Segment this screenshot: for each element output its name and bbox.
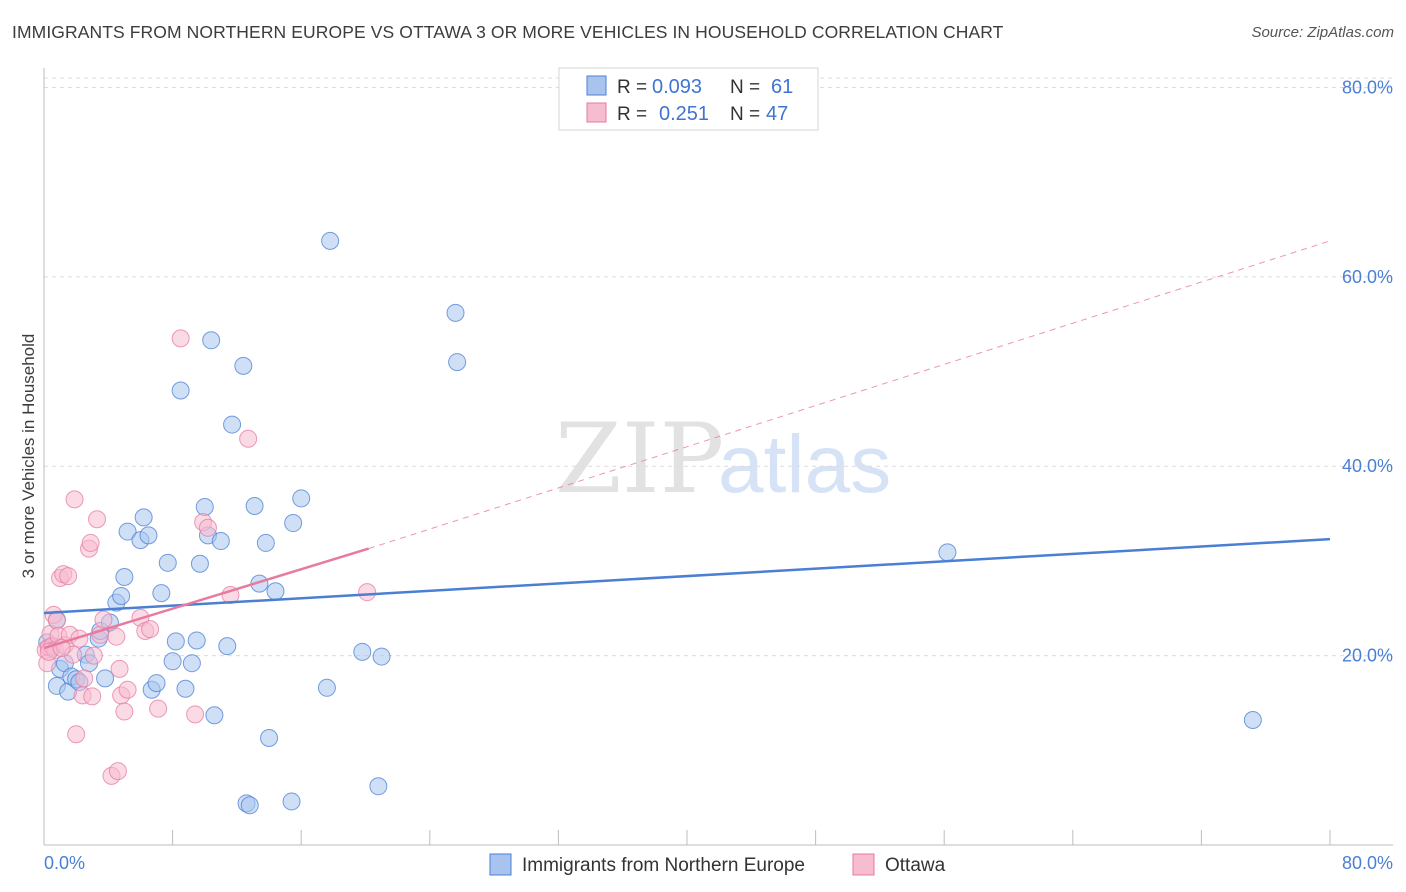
data-point xyxy=(108,762,127,781)
x-axis-ticks xyxy=(172,830,1331,845)
data-point xyxy=(118,522,137,541)
data-point xyxy=(115,568,134,587)
data-point xyxy=(110,659,129,678)
data-point xyxy=(372,647,391,666)
data-point xyxy=(938,543,957,562)
watermark: ZIP atlas xyxy=(555,403,891,515)
data-point xyxy=(134,508,153,527)
data-point xyxy=(94,610,113,629)
data-point xyxy=(176,679,195,698)
data-point xyxy=(152,584,171,603)
x-tick-label-min: 0.0% xyxy=(44,853,85,873)
data-point xyxy=(166,632,185,651)
legend-n-value-pink: 47 xyxy=(766,103,788,125)
data-point xyxy=(239,429,258,448)
data-point xyxy=(139,526,158,545)
data-point xyxy=(147,674,166,693)
data-point xyxy=(84,646,103,665)
data-point xyxy=(240,796,259,815)
data-point xyxy=(1243,711,1262,730)
trend-line-1 xyxy=(43,547,370,650)
data-point xyxy=(186,705,205,724)
trend-lines xyxy=(43,240,1331,650)
data-point xyxy=(292,489,311,508)
data-point xyxy=(198,518,217,537)
data-point xyxy=(75,669,94,688)
legend-n-value-blue: 61 xyxy=(771,76,793,98)
data-point xyxy=(182,654,201,673)
series-legend-blue-swatch xyxy=(489,853,512,876)
y-tick-labels: 20.0% 40.0% 60.0% 80.0% xyxy=(1342,77,1393,665)
data-point xyxy=(81,533,100,552)
data-point xyxy=(223,415,242,434)
data-point xyxy=(65,490,84,509)
legend-r-value-pink: 0.251 xyxy=(659,103,709,125)
data-point xyxy=(317,678,336,697)
watermark-atlas: atlas xyxy=(718,419,891,510)
y-tick-label-20: 20.0% xyxy=(1342,646,1393,666)
data-point xyxy=(245,497,264,516)
legend-r-label-blue: R = xyxy=(617,77,647,98)
data-point xyxy=(171,329,190,348)
data-point xyxy=(202,331,221,350)
data-point xyxy=(282,792,301,811)
data-point xyxy=(67,725,86,744)
data-point xyxy=(107,627,126,646)
series-legend-pink-label: Ottawa xyxy=(885,855,946,876)
data-point xyxy=(171,381,190,400)
legend-pink-swatch xyxy=(586,102,607,123)
data-point xyxy=(96,669,115,688)
legend-n-label-blue: N = xyxy=(730,77,760,98)
data-point xyxy=(260,728,279,747)
trend-line-0 xyxy=(43,537,1331,615)
data-point xyxy=(218,637,237,656)
source-credit: Source: ZipAtlas.com xyxy=(1251,24,1394,41)
data-point xyxy=(190,554,209,573)
data-point xyxy=(141,620,160,639)
chart-title: IMMIGRANTS FROM NORTHERN EUROPE VS OTTAW… xyxy=(12,22,1004,42)
data-point xyxy=(83,687,102,706)
data-point xyxy=(187,631,206,650)
data-point xyxy=(163,652,182,671)
data-point xyxy=(158,553,177,572)
data-point xyxy=(88,510,107,529)
series-legend: Immigrants from Northern Europe Ottawa xyxy=(489,853,946,876)
data-point xyxy=(118,680,137,699)
data-point xyxy=(321,231,340,250)
series-legend-pink-swatch xyxy=(852,853,875,876)
series-legend-blue-label: Immigrants from Northern Europe xyxy=(522,855,805,876)
y-tick-label-80: 80.0% xyxy=(1342,77,1393,97)
data-point xyxy=(266,582,285,601)
watermark-zip: ZIP xyxy=(555,403,724,515)
data-point xyxy=(369,777,388,796)
data-point xyxy=(256,533,275,552)
legend-r-value-blue: 0.093 xyxy=(652,76,702,98)
trend-line-extension xyxy=(368,240,1331,550)
data-point xyxy=(284,514,303,533)
legend-blue-swatch xyxy=(586,75,607,96)
data-point xyxy=(446,303,465,322)
legend-n-label-pink: N = xyxy=(730,104,760,125)
data-point xyxy=(353,642,372,661)
legend-r-label-pink: R = xyxy=(617,104,647,125)
data-point xyxy=(234,356,253,375)
y-tick-label-40: 40.0% xyxy=(1342,456,1393,476)
data-point xyxy=(358,583,377,602)
data-point xyxy=(112,586,131,605)
data-point xyxy=(448,353,467,372)
data-point xyxy=(211,532,230,551)
data-point xyxy=(47,611,66,630)
data-point xyxy=(205,706,224,725)
y-axis-label: 3 or more Vehicles in Household xyxy=(19,334,38,579)
data-point xyxy=(115,702,134,721)
y-tick-label-60: 60.0% xyxy=(1342,267,1393,287)
series-immigrants-points xyxy=(38,231,1262,815)
x-tick-label-max: 80.0% xyxy=(1342,853,1393,873)
stats-legend: R = 0.093 N = 61 R = 0.251 N = 47 xyxy=(558,67,819,131)
data-point xyxy=(149,699,168,718)
data-point xyxy=(195,497,214,516)
data-point xyxy=(59,567,78,586)
